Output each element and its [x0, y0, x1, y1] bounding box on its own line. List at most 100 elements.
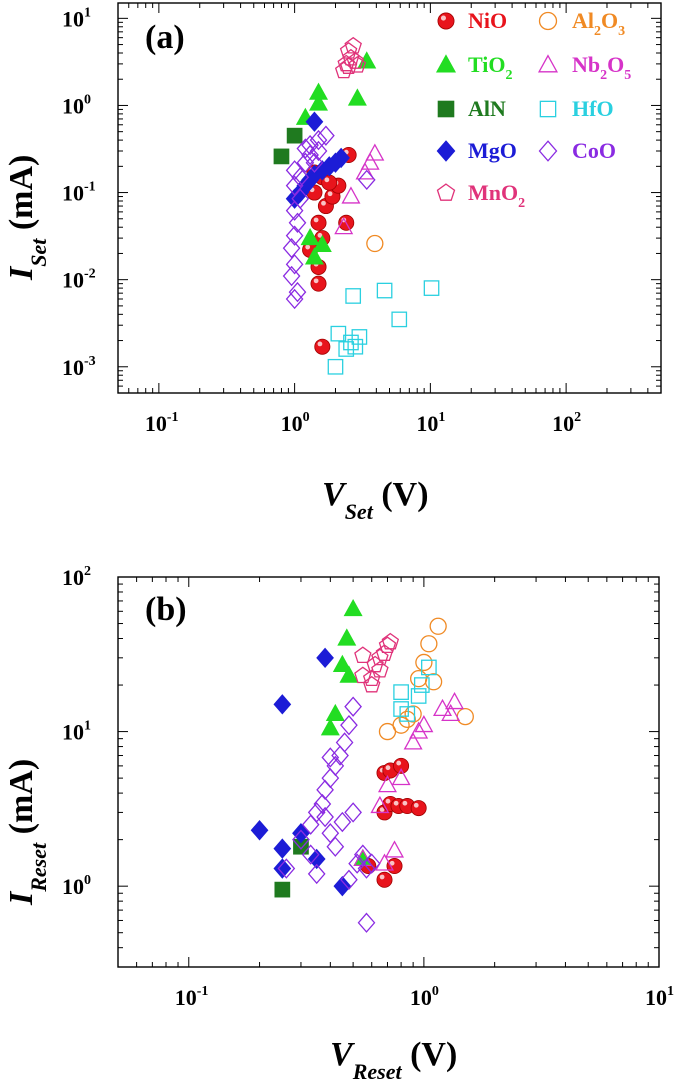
b-point-coo [313, 793, 332, 815]
b-xtick-label-base: 10 [410, 985, 432, 1010]
legend-label-nio-name: NiO [468, 8, 507, 33]
a-series-nb2o5 [334, 143, 385, 235]
b-point-coo [333, 811, 352, 833]
b-ytick-label-exp: 1 [84, 719, 91, 734]
panel-a-points [273, 36, 440, 375]
a-point-coo [357, 169, 376, 191]
b-xtick-label-base: 10 [645, 985, 667, 1010]
b-point-mno2 [362, 675, 381, 693]
b-point-hfo [421, 659, 437, 676]
b-point-coo [340, 714, 358, 736]
b-series-coo [277, 696, 381, 933]
legend-label-hfo: HfO [572, 96, 614, 121]
a-point-hfo [376, 282, 393, 299]
a-xtick-label-exp: 1 [438, 410, 445, 425]
legend-label-nb2o5-tail: O [607, 52, 624, 77]
legend-label-nb2o5-name: Nb [572, 52, 600, 77]
b-point-nb2o5 [441, 703, 461, 722]
legend-label-tio2: TiO2 [468, 52, 513, 83]
legend-marker-coo [538, 140, 558, 162]
b-point-nio-highlight [379, 874, 385, 880]
b-point-coo [307, 863, 326, 885]
legend-label-mno2-sub: 2 [518, 196, 525, 211]
legend-item-coo: CoO [538, 138, 616, 163]
panel-b-points [250, 598, 474, 933]
ylabel-b-main: I [3, 890, 40, 906]
b-point-mno2 [362, 669, 381, 687]
b-point-tio2 [343, 598, 363, 617]
b-point-nio [393, 757, 410, 774]
legend-item-mgo: MgO [436, 138, 517, 163]
a-point-nio-highlight [327, 191, 333, 197]
a-series-tio2 [295, 51, 377, 265]
a-ytick-label: 10-1 [62, 180, 96, 206]
b-point-coo [335, 732, 354, 753]
legend-label-tio2-sub: 2 [506, 68, 513, 83]
a-point-hfo [338, 341, 355, 357]
a-ytick-label: 101 [62, 5, 91, 31]
b-point-tio2 [325, 703, 345, 722]
a-point-nio-highlight [321, 200, 326, 206]
b-xtick-label: 100 [410, 984, 439, 1010]
a-point-coo [285, 254, 304, 275]
b-point-nb2o5 [385, 840, 405, 858]
legend-marker-mno2 [436, 183, 456, 201]
panel-b-ylabel: IReset (mA) [3, 759, 51, 906]
panel-b-ticks [117, 576, 660, 968]
a-point-hfo [343, 334, 359, 351]
a-point-coo [285, 288, 304, 310]
a-series-mno2 [334, 36, 367, 79]
legend-marker-nb2o5 [537, 54, 559, 73]
legend-label-al2o3-sub: 2 [594, 24, 601, 39]
a-xtick-label-base: 10 [552, 411, 574, 436]
b-point-nb2o5 [370, 795, 390, 814]
a-series-al2o3 [366, 234, 384, 253]
a-point-nio-highlight [313, 278, 319, 284]
a-ytick-label: 100 [62, 92, 91, 118]
b-point-nb2o5 [377, 775, 397, 793]
a-xtick-label-exp: 0 [303, 410, 310, 425]
b-point-tio2 [332, 654, 352, 672]
a-point-hfo [330, 325, 347, 342]
a-point-mgo [332, 147, 350, 169]
xlabel-b-sub: Reset [352, 1059, 403, 1084]
b-point-nio [376, 871, 393, 888]
ylabel-b-unit: (mA) [3, 759, 40, 843]
a-point-coo [285, 175, 304, 196]
panel-a-ylabel: ISet (mA) [3, 155, 51, 281]
b-point-tio2 [337, 628, 357, 646]
a-ytick-label-exp: -1 [84, 180, 96, 195]
panel-b-frame [117, 576, 660, 968]
b-ytick-label: 100 [62, 873, 91, 899]
a-xtick-label: 100 [281, 410, 310, 436]
a-point-coo [282, 237, 301, 259]
legend-item-mno2: MnO2 [436, 180, 525, 211]
b-series-nio [360, 757, 427, 888]
b-point-coo [344, 802, 362, 823]
a-point-hfo [345, 288, 362, 304]
b-point-mno2 [371, 660, 389, 678]
a-point-coo [285, 160, 304, 181]
ylabel-a-unit: (mA) [3, 155, 40, 239]
legend-label-nb2o5-sub: 2 [600, 68, 607, 83]
a-xtick-label-exp: 2 [574, 410, 581, 425]
b-point-nio-highlight [413, 802, 419, 808]
b-ytick-label-base: 10 [62, 565, 84, 590]
b-point-coo [316, 806, 334, 828]
b-point-nb2o5 [414, 715, 434, 733]
b-xtick-label-exp: -1 [197, 984, 209, 999]
legend-label-aln-name: AlN [468, 96, 506, 121]
b-series-tio2 [320, 598, 373, 866]
a-point-nb2o5 [334, 217, 354, 235]
b-ytick-label: 102 [62, 564, 91, 590]
a-point-tio2 [304, 247, 324, 265]
b-point-coo [292, 829, 310, 850]
b-point-mgo [307, 848, 326, 870]
a-xtick-label-base: 10 [416, 411, 438, 436]
b-point-coo [326, 836, 345, 857]
b-point-coo [344, 696, 362, 717]
b-ytick-label-base: 10 [62, 874, 84, 899]
b-point-hfo [413, 677, 430, 693]
